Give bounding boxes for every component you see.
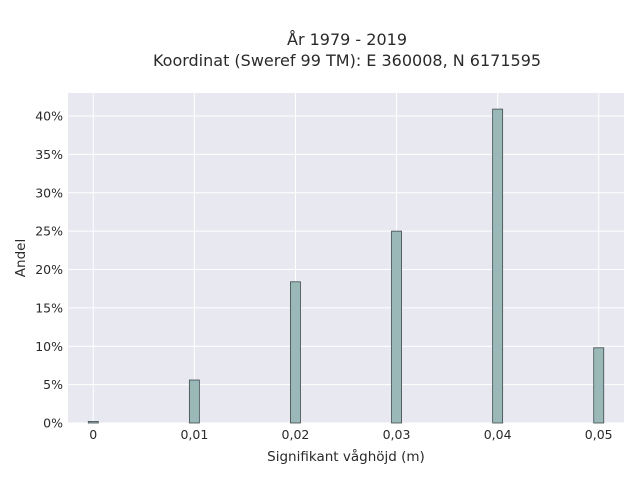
x-tick-label: 0,03 — [383, 427, 411, 442]
x-tick-label: 0,01 — [180, 427, 208, 442]
x-tick-label: 0,04 — [484, 427, 512, 442]
y-tick-label: 20% — [35, 262, 63, 277]
y-tick-label: 15% — [35, 300, 63, 315]
bar — [391, 230, 402, 424]
y-tick-label: 5% — [43, 377, 63, 392]
y-tick-label: 10% — [35, 339, 63, 354]
y-tick-label: 25% — [35, 224, 63, 239]
y-tick-label: 0% — [43, 416, 63, 431]
x-tick-label: 0,02 — [282, 427, 310, 442]
x-axis-label: Signifikant våghöjd (m) — [267, 448, 425, 465]
y-tick-label: 30% — [35, 185, 63, 200]
plot-area — [68, 93, 624, 423]
y-axis-ticks: 0% 5% 10% 15% 20% 25% 30% 35% 40% — [35, 109, 63, 431]
bar — [290, 281, 301, 424]
y-tick-label: 35% — [35, 147, 63, 162]
y-tick-label: 40% — [35, 109, 63, 124]
x-tick-label: 0,05 — [585, 427, 613, 442]
bar — [87, 421, 99, 424]
x-axis-ticks: 0 0,01 0,02 0,03 0,04 0,05 — [89, 427, 612, 442]
bar — [593, 347, 605, 424]
y-axis-label: Andel — [13, 239, 29, 277]
chart-title-line1: År 1979 - 2019 — [287, 30, 407, 49]
bar — [188, 379, 200, 424]
x-tick-label: 0 — [89, 427, 97, 442]
bar — [492, 108, 504, 424]
bars — [87, 108, 605, 424]
chart-title-line2: Koordinat (Sweref 99 TM): E 360008, N 61… — [153, 51, 541, 70]
